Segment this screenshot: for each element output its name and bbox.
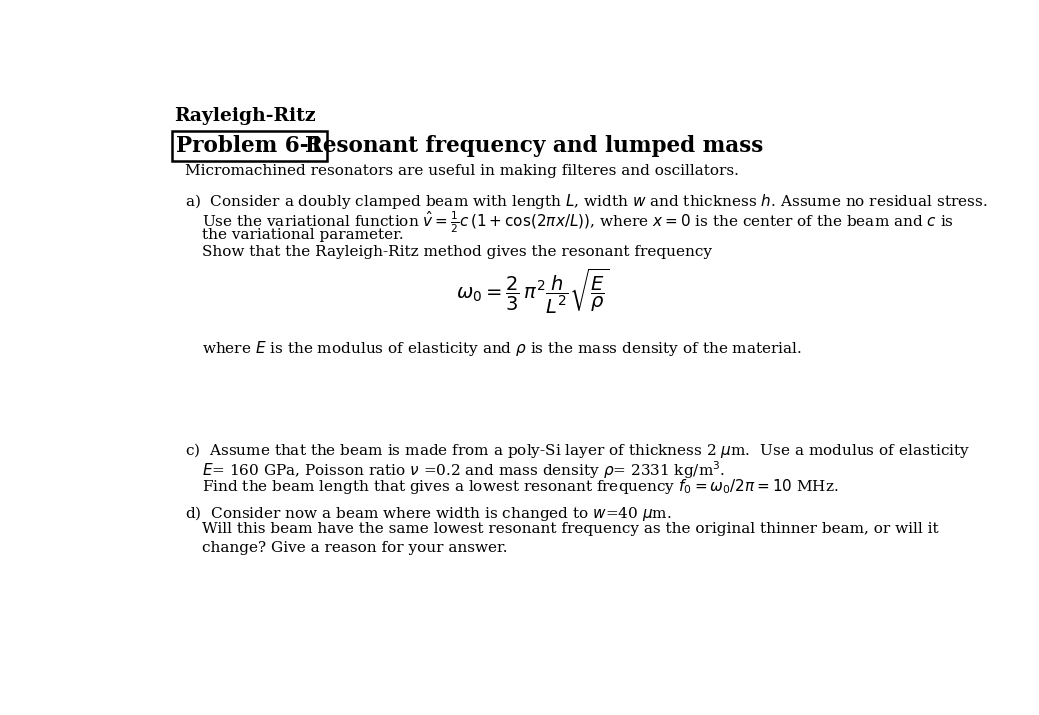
Text: Rayleigh-Ritz: Rayleigh-Ritz (175, 107, 316, 124)
Text: Problem 6-1: Problem 6-1 (176, 135, 323, 157)
Text: change? Give a reason for your answer.: change? Give a reason for your answer. (203, 541, 508, 555)
Text: $\omega_0 = \dfrac{2}{3}\,\pi^2\dfrac{h}{L^2}\sqrt{\dfrac{E}{\rho}}$: $\omega_0 = \dfrac{2}{3}\,\pi^2\dfrac{h}… (456, 266, 609, 316)
Text: the variational parameter.: the variational parameter. (203, 228, 404, 242)
Text: $E$= 160 GPa, Poisson ratio $\nu$ =0.2 and mass density $\rho$= 2331 kg/m$^3$.: $E$= 160 GPa, Poisson ratio $\nu$ =0.2 a… (203, 459, 725, 480)
Text: Find the beam length that gives a lowest resonant frequency $f_0 = \omega_0/2\pi: Find the beam length that gives a lowest… (203, 477, 838, 495)
Text: Micromachined resonators are useful in making filteres and oscillators.: Micromachined resonators are useful in m… (185, 164, 739, 178)
Text: a)  Consider a doubly clamped beam with length $L$, width $w$ and thickness $h$.: a) Consider a doubly clamped beam with l… (185, 192, 987, 210)
Text: Use the variational function $\hat{v} = \frac{1}{2}c\,(1 + \cos(2\pi x/L))$, whe: Use the variational function $\hat{v} = … (203, 209, 955, 235)
Text: d)  Consider now a beam where width is changed to $w$=40 $\mu$m.: d) Consider now a beam where width is ch… (185, 504, 671, 523)
Text: Resonant frequency and lumped mass: Resonant frequency and lumped mass (304, 135, 763, 157)
Text: Show that the Rayleigh-Ritz method gives the resonant frequency: Show that the Rayleigh-Ritz method gives… (203, 245, 713, 260)
Text: Will this beam have the same lowest resonant frequency as the original thinner b: Will this beam have the same lowest reso… (203, 523, 939, 536)
Text: c)  Assume that the beam is made from a poly-Si layer of thickness 2 $\mu$m.  Us: c) Assume that the beam is made from a p… (185, 441, 969, 460)
Text: where $E$ is the modulus of elasticity and $\rho$ is the mass density of the mat: where $E$ is the modulus of elasticity a… (203, 339, 802, 358)
